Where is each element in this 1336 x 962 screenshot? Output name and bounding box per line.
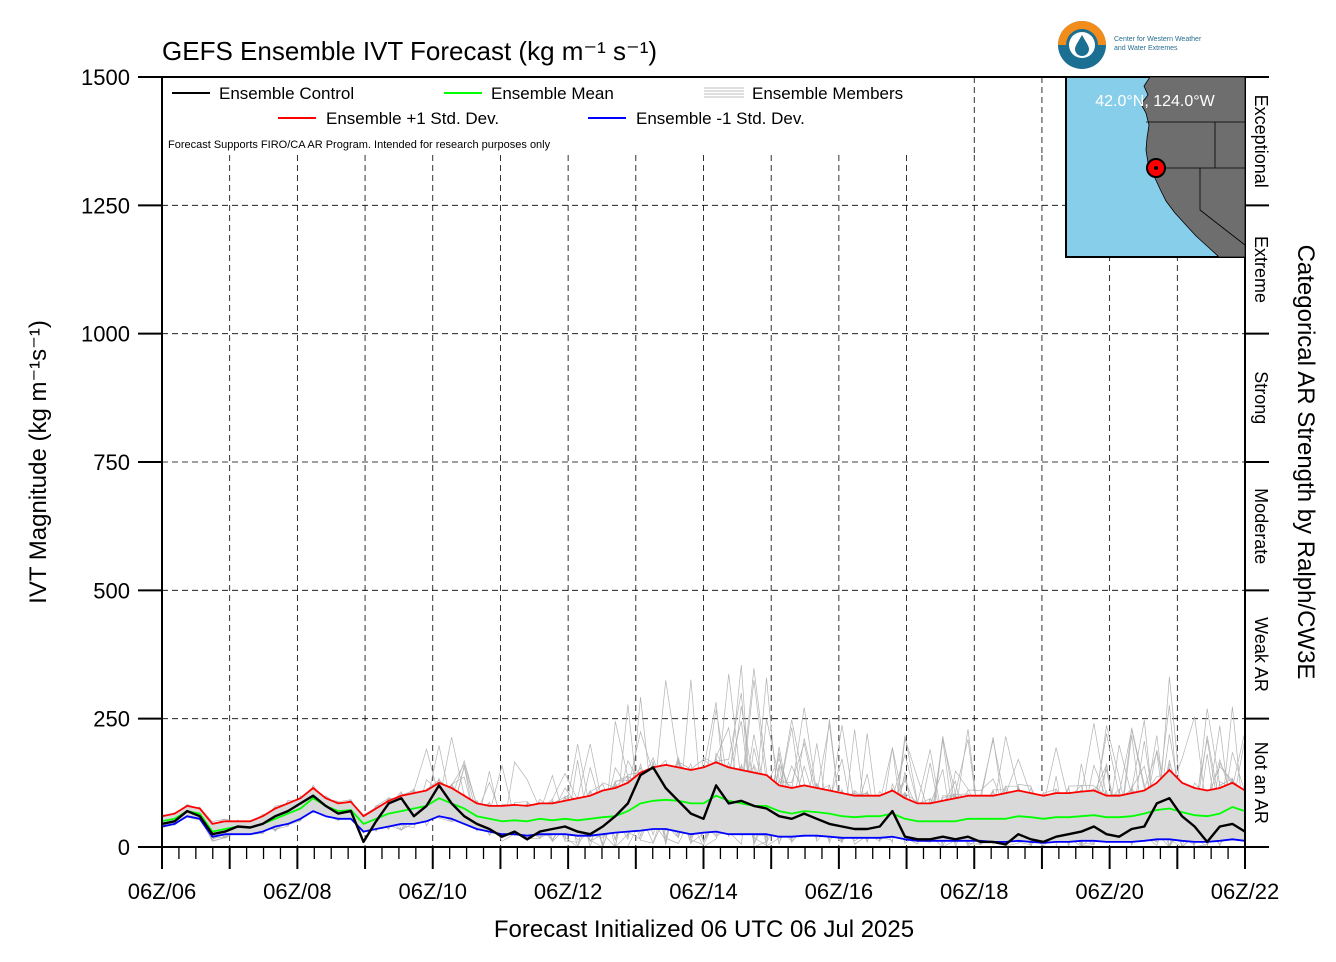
research-note: Forecast Supports FIRO/CA AR Program. In…	[168, 139, 551, 151]
x-tick-label: 06Z/08	[263, 879, 332, 904]
cw3e-logo: Center for Western Weather and Water Ext…	[1058, 21, 1202, 69]
category-label: Strong	[1251, 371, 1271, 424]
chart-title: GEFS Ensemble IVT Forecast (kg m⁻¹ s⁻¹)	[162, 36, 657, 66]
water-drop-icon	[1075, 35, 1089, 56]
legend-members-swatch	[704, 87, 744, 98]
x-tick-label: 06Z/06	[128, 879, 197, 904]
map-location-label: 42.0°N, 124.0°W	[1095, 93, 1215, 110]
x-axis-title: Forecast Initialized 06 UTC 06 Jul 2025	[494, 916, 914, 943]
legend-minus-std-label: Ensemble -1 Std. Dev.	[636, 109, 805, 128]
category-label: Not an AR	[1251, 742, 1271, 824]
legend-control-label: Ensemble Control	[219, 84, 354, 103]
series-layer	[161, 761, 1246, 846]
x-tick-label: 06Z/10	[399, 879, 468, 904]
y-tick-label: 250	[93, 707, 130, 732]
grid-layer	[162, 77, 1245, 847]
y-tick-label: 1000	[81, 322, 130, 347]
y-tick-label: 1500	[81, 65, 130, 90]
legend-plus-std-label: Ensemble +1 Std. Dev.	[326, 109, 499, 128]
x-tick-label: 06Z/12	[534, 879, 603, 904]
mean-line	[161, 794, 1246, 833]
category-label: Extreme	[1251, 236, 1271, 303]
x-tick-label: 06Z/14	[669, 879, 738, 904]
x-tick-label: 06Z/16	[805, 879, 874, 904]
x-tick-label: 06Z/22	[1211, 879, 1280, 904]
logo-line1: Center for Western Weather	[1114, 36, 1202, 43]
logo-line2: and Water Extremes	[1114, 45, 1178, 52]
y-axis-title: IVT Magnitude (kg m⁻¹s⁻¹)	[25, 320, 52, 604]
axes-layer: 0 250 500 750 1000 1250 1500 06Z/06 06Z/08 06Z/10…	[81, 65, 1279, 904]
right-axis-title: Categorical AR Strength by Ralph/CW3E	[1292, 245, 1319, 680]
location-marker-dot	[1154, 166, 1158, 170]
control-line	[161, 766, 1246, 846]
category-label: Exceptional	[1251, 95, 1271, 188]
x-tick-label: 06Z/18	[940, 879, 1009, 904]
category-label: Moderate	[1251, 488, 1271, 564]
y-tick-label: 750	[93, 450, 130, 475]
category-label: Weak AR	[1251, 617, 1271, 692]
legend: Ensemble Control Ensemble Mean Ensemble …	[168, 84, 903, 151]
plus-std-line	[161, 761, 1246, 825]
legend-mean-label: Ensemble Mean	[491, 84, 614, 103]
legend-members-label: Ensemble Members	[752, 84, 903, 103]
y-tick-label: 500	[93, 578, 130, 603]
y-tick-label: 0	[118, 835, 130, 860]
y-tick-label: 1250	[81, 193, 130, 218]
minus-std-line	[161, 810, 1246, 844]
x-tick-label: 06Z/20	[1075, 879, 1144, 904]
location-map: 42.0°N, 124.0°W	[1065, 76, 1246, 258]
map-borders	[1146, 121, 1246, 246]
